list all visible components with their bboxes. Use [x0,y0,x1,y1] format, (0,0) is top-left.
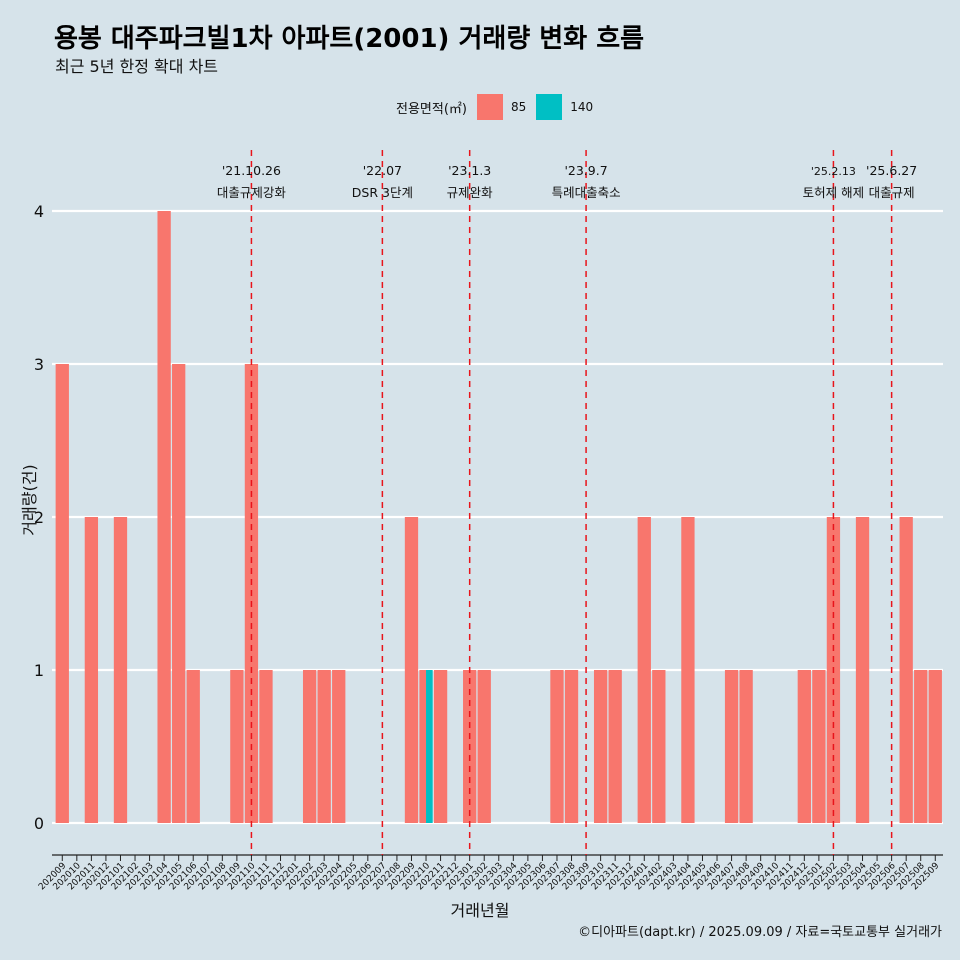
bar [914,670,928,823]
event-date-label: '25.6.27 [866,163,917,178]
x-axis-label: 거래년월 [450,901,510,920]
bar [608,670,622,823]
event-date-label: '22.07 [363,163,402,178]
legend: 전용면적(㎡) 85 140 [396,93,603,121]
source-caption: ©디아파트(dapt.kr) / 2025.09.09 / 자료=국토교통부 실… [578,925,942,940]
bar [157,211,171,823]
bar [477,670,491,823]
y-tick-label: 3 [34,355,44,374]
legend-label-140: 140 [570,100,594,114]
bar [113,517,128,823]
bar [426,670,433,823]
bar [55,364,69,823]
event-date-label: '23.1.3 [448,163,491,178]
bar [433,670,448,823]
legend-swatch-140 [536,94,563,120]
bar [419,670,427,823]
legend-swatch-85 [476,94,503,120]
bar [681,517,695,823]
event-label: 토허제 해제 [803,185,864,200]
bar [652,670,666,823]
bar [928,670,942,823]
bar [797,670,811,823]
event-label: DSR 3단계 [352,185,413,200]
bar [302,670,317,823]
y-axis-label: 거래량(건) [20,464,39,536]
bar [172,364,186,823]
event-date-label: '21.10.26 [222,163,281,178]
bar [230,670,244,823]
bar [593,670,608,823]
bar [564,670,579,823]
chart-title: 용봉 대주파크빌1차 아파트(2001) 거래량 변화 흐름 [54,24,645,54]
bar [812,670,826,823]
bar [84,517,99,823]
bar [332,670,346,823]
legend-label-85: 85 [510,100,527,114]
bar [404,517,419,823]
event-label: 대출규제 [869,185,915,200]
event-date-label: '25.2.13 [811,165,856,178]
y-tick-label: 4 [34,202,44,221]
chart-subtitle: 최근 5년 한정 확대 차트 [55,57,219,76]
bar [637,517,651,823]
y-tick-label: 2 [34,508,44,527]
y-tick-label: 0 [34,814,44,833]
bar [259,670,273,823]
event-label: 대출규제강화 [217,185,287,200]
bar [739,670,753,823]
bar [550,670,564,823]
bar [186,670,200,823]
legend-title: 전용면적(㎡) [396,101,467,117]
bar [899,517,913,823]
event-label: 규제완화 [447,185,494,200]
event-label: 특례대출축소 [552,185,621,200]
y-tick-label: 1 [34,661,44,680]
event-date-label: '23.9.7 [564,163,607,178]
bar [855,517,870,823]
bar [317,670,331,823]
bar [724,670,739,823]
